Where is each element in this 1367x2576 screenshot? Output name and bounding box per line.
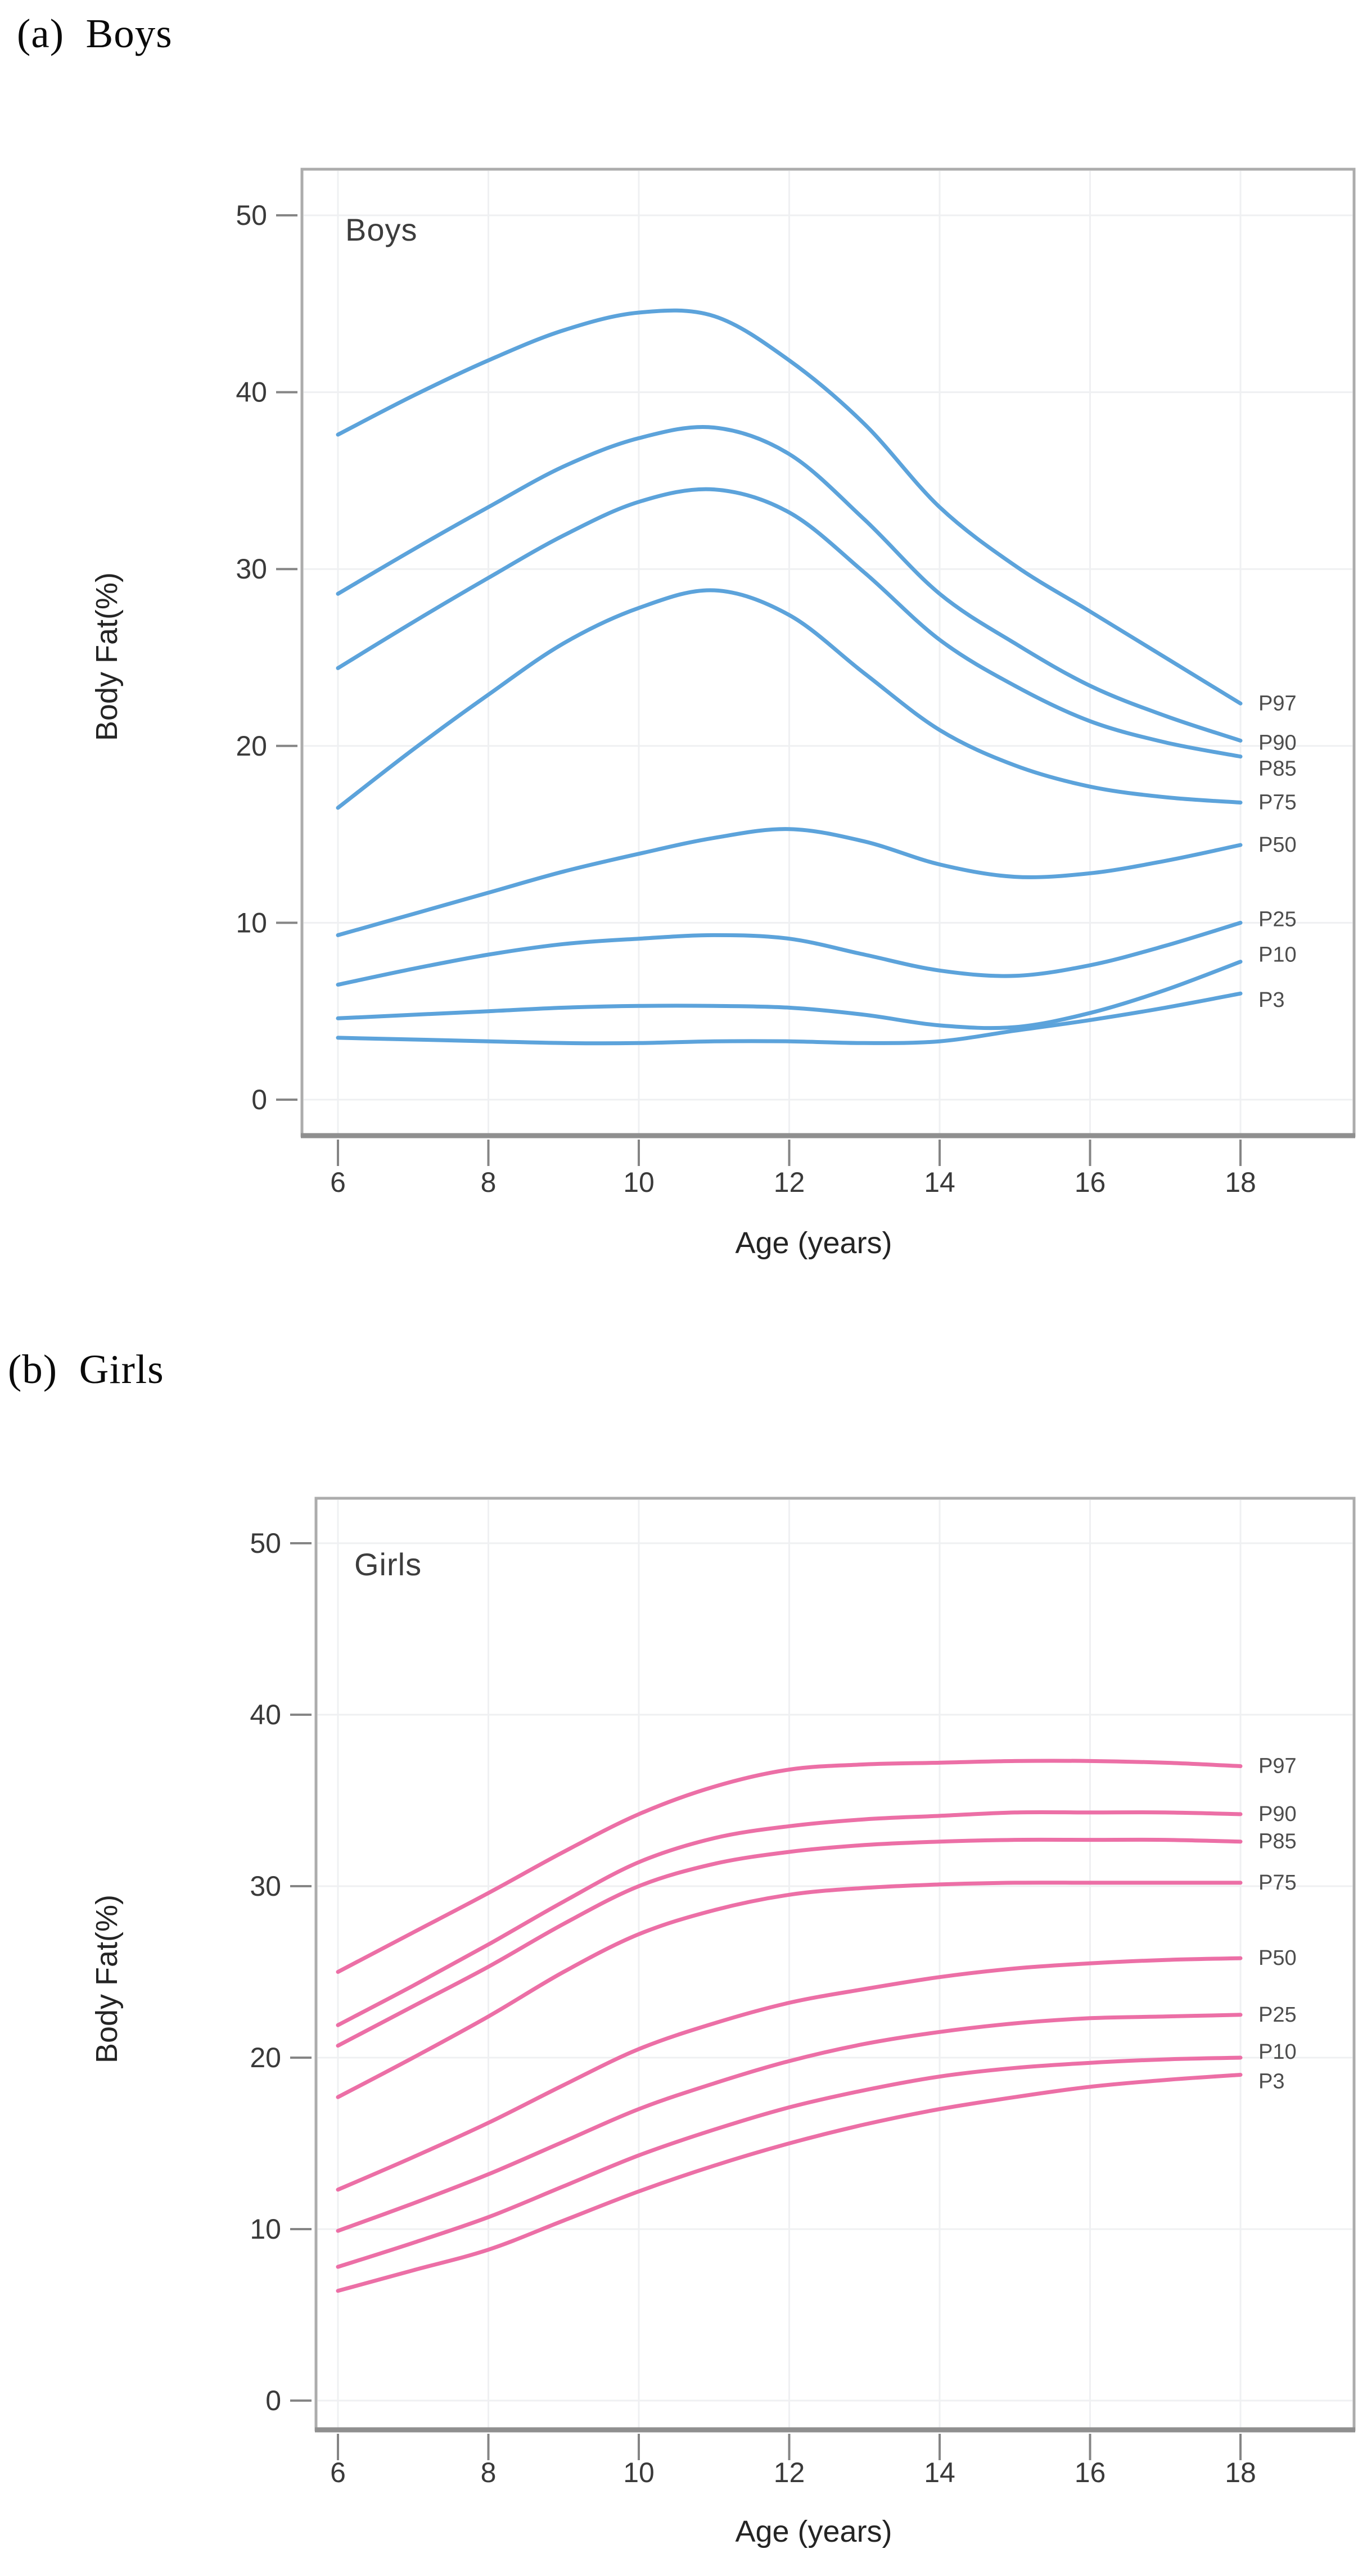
series-label-P25-girls: P25 <box>1258 2003 1297 2027</box>
series-label-P90-girls: P90 <box>1258 1802 1297 1826</box>
x-tick-label-8-girls: 8 <box>481 2457 497 2488</box>
series-path-P85-boys <box>336 487 1243 759</box>
x-tick-label-18-boys: 18 <box>1225 1167 1256 1198</box>
panel-caption-a: (a) Boys <box>17 11 173 56</box>
y-tick-label-20-boys: 20 <box>236 730 267 762</box>
series-path-P25-boys <box>336 920 1243 987</box>
series-path-P3-boys <box>336 991 1243 1046</box>
series-path-P85-girls <box>336 1837 1243 2048</box>
y-tick-label-30-boys: 30 <box>236 553 267 585</box>
series-path-P25-girls <box>336 2013 1243 2233</box>
y-tick-label-10-boys: 10 <box>236 907 267 938</box>
y-tick-label-40-girls: 40 <box>250 1699 281 1730</box>
y-tick-label-10-girls: 10 <box>250 2213 281 2245</box>
y-tick-label-20-girls: 20 <box>250 2042 281 2073</box>
series-label-P75-boys: P75 <box>1258 790 1297 814</box>
series-label-P50-boys: P50 <box>1258 833 1297 857</box>
chart-title-girls: Girls <box>354 1547 422 1582</box>
x-tick-label-18-girls: 18 <box>1225 2457 1256 2488</box>
x-tick-label-12-girls: 12 <box>774 2457 805 2488</box>
series-path-P90-girls <box>336 1810 1243 2027</box>
series-label-P97-boys: P97 <box>1258 692 1297 715</box>
x-tick-label-16-girls: 16 <box>1075 2457 1106 2488</box>
series-label-P85-girls: P85 <box>1258 1830 1297 1854</box>
x-tick-label-6-girls: 6 <box>330 2457 346 2488</box>
x-tick-label-10-girls: 10 <box>623 2457 655 2488</box>
x-tick-label-8-boys: 8 <box>481 1167 497 1198</box>
series-label-P10-girls: P10 <box>1258 2040 1297 2064</box>
series-label-P75-girls: P75 <box>1258 1871 1297 1895</box>
y-tick-label-0-boys: 0 <box>251 1084 267 1115</box>
series-label-P3-girls: P3 <box>1258 2070 1284 2094</box>
x-tick-label-16-boys: 16 <box>1075 1167 1106 1198</box>
series-path-P75-boys <box>336 588 1243 810</box>
series-path-P90-boys <box>336 424 1243 743</box>
series-label-P3-boys: P3 <box>1258 988 1284 1012</box>
x-tick-label-10-boys: 10 <box>623 1167 655 1198</box>
series-label-P85-boys: P85 <box>1258 757 1297 781</box>
series-path-P97-boys <box>336 308 1243 706</box>
plot-frame-girls <box>314 1497 1356 2432</box>
series-label-P25-boys: P25 <box>1258 907 1297 931</box>
series-path-P10-boys <box>336 960 1243 1031</box>
panel-caption-b: (b) Girls <box>8 1346 164 1392</box>
series-path-P50-girls <box>336 1956 1243 2192</box>
series-path-P10-girls <box>336 2055 1243 2269</box>
x-tick-label-6-boys: 6 <box>330 1167 346 1198</box>
series-label-P50-girls: P50 <box>1258 1946 1297 1970</box>
series-path-P50-boys <box>336 827 1243 937</box>
x-tick-label-14-girls: 14 <box>924 2457 955 2488</box>
series-label-P97-girls: P97 <box>1258 1755 1297 1778</box>
chart-title-boys: Boys <box>345 212 418 247</box>
x-axis-label-girls: Age (years) <box>735 2515 892 2548</box>
y-tick-label-50-boys: 50 <box>236 200 267 231</box>
y-tick-label-30-girls: 30 <box>250 1870 281 1902</box>
series-path-P97-girls <box>336 1759 1243 1974</box>
series-path-P75-girls <box>336 1881 1243 2099</box>
series-label-P90-boys: P90 <box>1258 731 1297 754</box>
y-tick-label-50-girls: 50 <box>250 1527 281 1559</box>
series-label-P10-boys: P10 <box>1258 943 1297 967</box>
y-tick-label-40-boys: 40 <box>236 377 267 408</box>
plot-frame-boys <box>300 168 1356 1137</box>
y-tick-label-0-girls: 0 <box>265 2385 281 2416</box>
x-tick-label-12-boys: 12 <box>774 1167 805 1198</box>
x-axis-label-boys: Age (years) <box>735 1226 892 1260</box>
x-tick-label-14-boys: 14 <box>924 1167 955 1198</box>
series-path-P3-girls <box>336 2073 1243 2293</box>
